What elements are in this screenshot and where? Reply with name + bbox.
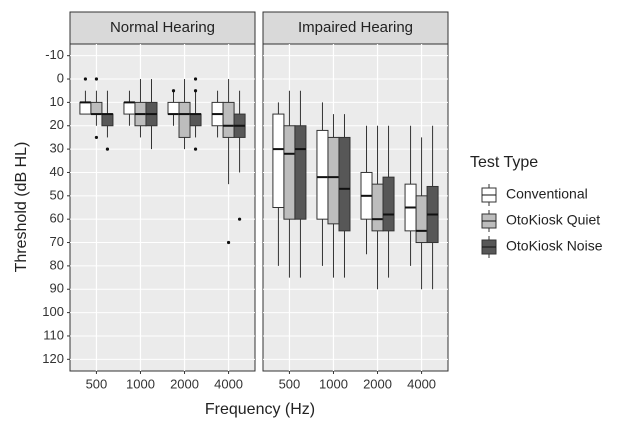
outlier xyxy=(171,89,176,93)
y-tick-label: 60 xyxy=(50,211,64,226)
x-tick-label: 1000 xyxy=(126,376,155,391)
legend-label: OtoKiosk Quiet xyxy=(506,212,600,228)
y-tick-label: 120 xyxy=(42,351,64,366)
box xyxy=(415,195,428,244)
x-tick-label: 1000 xyxy=(319,376,348,391)
box xyxy=(90,101,103,115)
x-tick-label: 500 xyxy=(279,376,301,391)
y-tick-label: 80 xyxy=(50,257,64,272)
box xyxy=(294,125,307,220)
outlier xyxy=(94,77,99,81)
box xyxy=(101,113,114,127)
box xyxy=(382,176,395,232)
strip xyxy=(69,11,256,45)
x-tick-label: 2000 xyxy=(170,376,199,391)
y-tick-label: 100 xyxy=(42,304,64,319)
box xyxy=(167,101,180,115)
strip xyxy=(262,11,449,45)
outlier xyxy=(83,77,88,81)
box xyxy=(327,136,340,225)
outlier xyxy=(226,240,231,245)
outlier xyxy=(237,217,242,221)
panel-title: Impaired Hearing xyxy=(298,19,413,36)
y-tick-label: 10 xyxy=(50,94,64,109)
x-axis-label: Frequency (Hz) xyxy=(205,401,315,418)
legend-label: OtoKiosk Noise xyxy=(506,238,603,254)
x-tick-label: 4000 xyxy=(214,376,243,391)
box xyxy=(338,136,351,232)
box xyxy=(178,101,191,138)
y-tick-label: 40 xyxy=(50,164,64,179)
outlier xyxy=(94,135,99,140)
y-tick-label: 50 xyxy=(50,187,64,202)
x-tick-label: 500 xyxy=(86,376,108,391)
box xyxy=(371,183,384,232)
y-tick-label: 110 xyxy=(43,327,64,342)
y-tick-label: 70 xyxy=(50,234,64,249)
box xyxy=(283,125,296,220)
legend-label: Conventional xyxy=(506,186,588,202)
box xyxy=(316,129,329,220)
y-tick-label: 0 xyxy=(57,70,64,85)
box xyxy=(189,113,202,127)
y-tick-label: 20 xyxy=(50,117,64,132)
x-tick-label: 2000 xyxy=(363,376,392,391)
y-axis-label: Threshold (dB HL) xyxy=(13,142,30,273)
panel-title: Normal Hearing xyxy=(110,19,215,36)
y-tick-label: -10 xyxy=(45,47,64,62)
x-tick-label: 4000 xyxy=(407,376,436,391)
panel xyxy=(69,43,256,372)
box xyxy=(79,101,92,115)
outlier xyxy=(193,147,198,151)
box xyxy=(222,101,235,138)
box xyxy=(123,101,136,115)
outlier xyxy=(193,77,198,81)
box xyxy=(272,113,285,208)
outlier xyxy=(193,89,198,93)
outlier xyxy=(105,147,110,151)
y-tick-label: 90 xyxy=(50,281,64,296)
y-tick-label: 30 xyxy=(50,141,64,156)
legend-title: Test Type xyxy=(470,154,538,171)
